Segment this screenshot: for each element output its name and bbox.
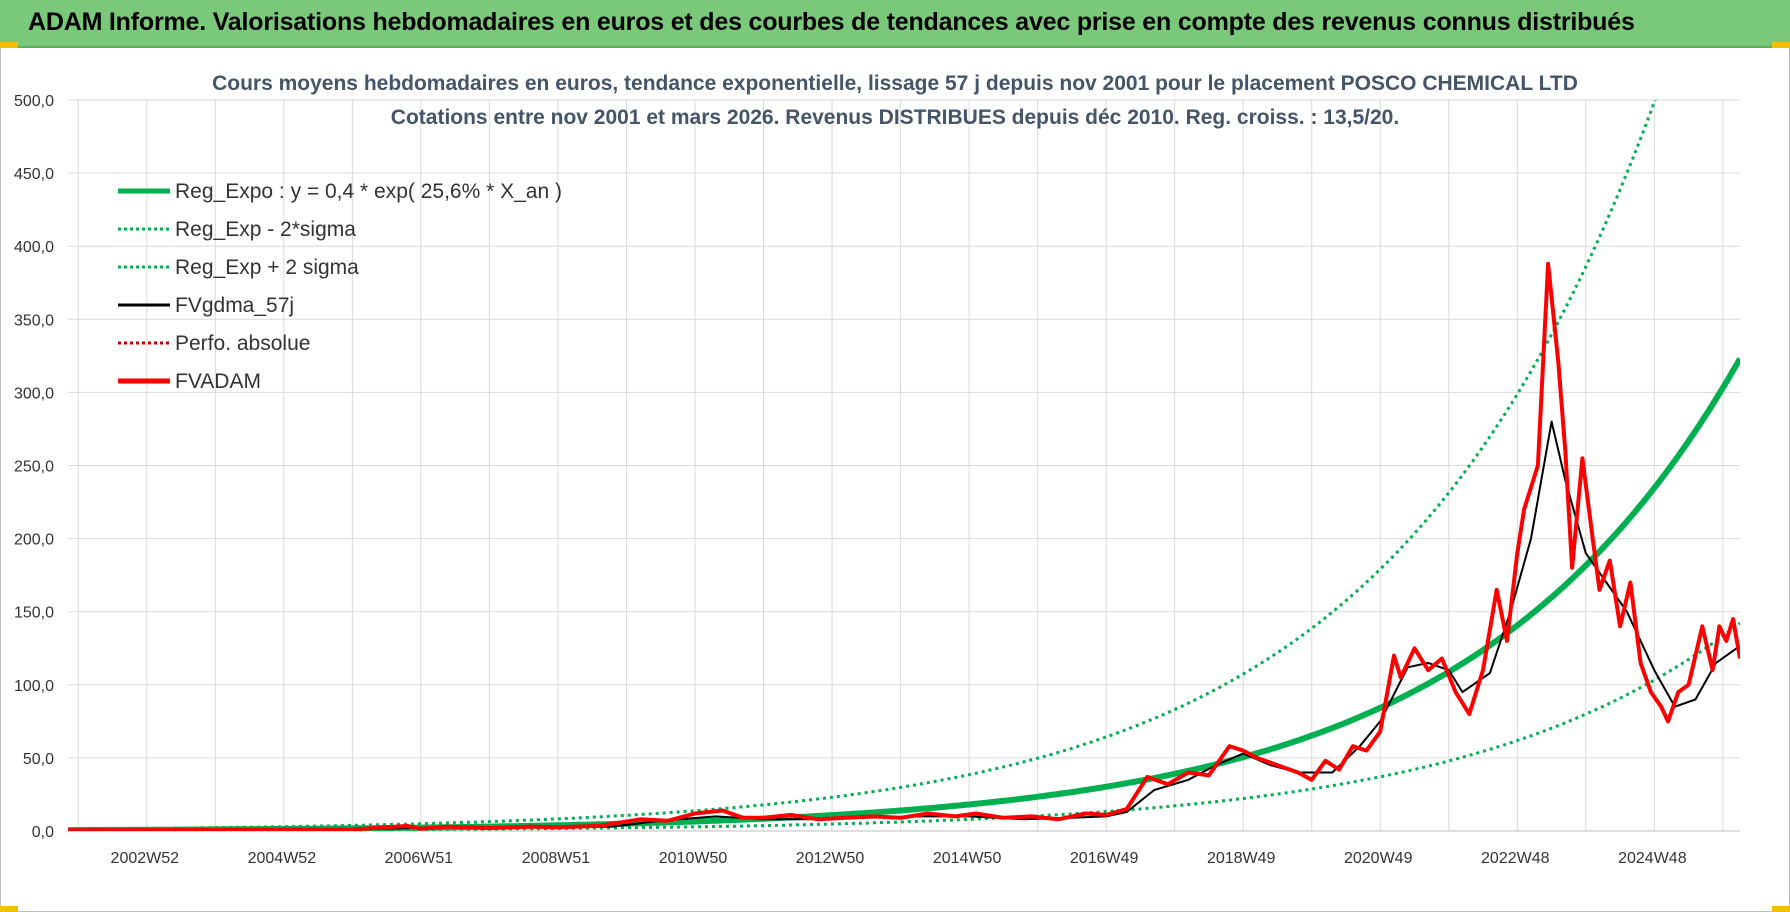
x-tick-label: 2018W49 [1207,850,1276,867]
y-tick-label: 100,0 [14,678,54,695]
x-tick-label: 2020W49 [1344,850,1413,867]
x-tick-label: 2006W51 [385,850,454,867]
y-tick-label: 0,0 [32,824,54,841]
y-tick-label: 350,0 [14,312,54,329]
x-tick-label: 2012W50 [796,850,865,867]
y-tick-label: 150,0 [14,605,54,622]
x-tick-label: 2016W49 [1070,850,1139,867]
series-line-0 [68,357,1740,831]
corner-marker-bottom-right [1772,906,1790,912]
series-line-1 [68,621,1740,831]
legend-label: FVADAM [175,370,261,393]
x-tick-label: 2004W52 [248,850,317,867]
legend-label: FVgdma_57j [175,294,294,317]
x-tick-label: 2002W52 [111,850,180,867]
series-line-2 [68,100,1657,831]
legend-label: Reg_Expo : y = 0,4 * exp( 25,6% * X_an ) [175,180,562,203]
series-line-5 [68,261,1740,831]
y-tick-label: 400,0 [14,239,54,256]
y-tick-label: 500,0 [14,93,54,110]
chart-title: Cours moyens hebdomadaires en euros, ten… [212,72,1578,95]
x-tick-label: 2008W51 [522,850,591,867]
y-tick-label: 300,0 [14,385,54,402]
banner-title: ADAM Informe. Valorisations hebdomadaire… [28,8,1635,36]
chart-subtitle: Cotations entre nov 2001 et mars 2026. R… [390,106,1400,129]
corner-marker-bottom-left [0,906,18,912]
corner-marker-top-right [1772,42,1790,48]
x-tick-label: 2022W48 [1481,850,1550,867]
y-tick-label: 250,0 [14,459,54,476]
x-tick-label: 2010W50 [659,850,728,867]
y-tick-label: 450,0 [14,166,54,183]
y-tick-label: 50,0 [23,751,54,768]
y-tick-label: 200,0 [14,532,54,549]
legend-label: Reg_Exp + 2 sigma [175,256,359,279]
x-tick-label: 2014W50 [933,850,1002,867]
series-line-3 [68,420,1738,831]
header-banner: ADAM Informe. Valorisations hebdomadaire… [0,0,1790,48]
legend-label: Reg_Exp - 2*sigma [175,218,356,241]
legend-label: Perfo. absolue [175,332,310,355]
x-tick-label: 2024W48 [1618,850,1687,867]
corner-marker-top-left [0,42,18,48]
